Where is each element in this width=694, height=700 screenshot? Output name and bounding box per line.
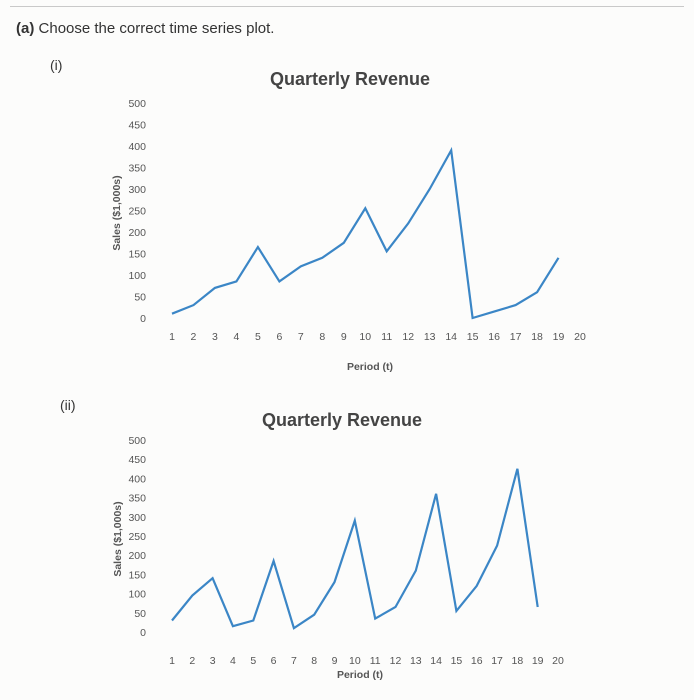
x-tick-label: 18 bbox=[531, 331, 543, 343]
y-tick-labels: 0 50 100 150 200 250 300 350 400 450 500 bbox=[128, 98, 146, 325]
x-tick-label: 8 bbox=[311, 655, 317, 667]
x-tick-label: 13 bbox=[424, 331, 436, 343]
y-tick-label: 300 bbox=[128, 512, 146, 524]
y-tick-label: 400 bbox=[128, 473, 146, 485]
question-text: (a) Choose the correct time series plot. bbox=[16, 20, 274, 37]
x-tick-label: 9 bbox=[332, 655, 338, 667]
x-tick-label: 14 bbox=[430, 655, 442, 667]
option-ii-label[interactable]: (ii) bbox=[60, 397, 76, 413]
x-tick-label: 16 bbox=[471, 655, 483, 667]
x-tick-label: 11 bbox=[370, 655, 381, 667]
top-divider bbox=[10, 0, 684, 7]
y-tick-label: 350 bbox=[128, 163, 146, 175]
x-tick-label: 2 bbox=[189, 655, 195, 667]
x-tick-label: 5 bbox=[255, 331, 261, 343]
x-tick-label: 3 bbox=[212, 331, 218, 343]
x-axis-label: Period (t) bbox=[347, 361, 393, 373]
x-tick-label: 2 bbox=[191, 331, 197, 343]
x-tick-label: 4 bbox=[230, 655, 236, 667]
x-tick-label: 1 bbox=[169, 655, 175, 667]
x-tick-label: 12 bbox=[390, 655, 402, 667]
y-tick-label: 450 bbox=[128, 454, 146, 466]
x-tick-label: 16 bbox=[488, 331, 500, 343]
y-tick-label: 300 bbox=[128, 184, 146, 196]
y-tick-label: 0 bbox=[140, 627, 146, 639]
y-tick-label: 100 bbox=[128, 270, 146, 282]
question-part-label: (a) bbox=[16, 20, 35, 37]
y-tick-label: 50 bbox=[134, 292, 146, 304]
x-tick-label: 5 bbox=[250, 655, 256, 667]
x-tick-label: 17 bbox=[510, 331, 522, 343]
y-tick-label: 250 bbox=[128, 206, 146, 218]
series-line bbox=[171, 468, 539, 630]
y-tick-label: 0 bbox=[140, 313, 146, 325]
x-tick-label: 1 bbox=[169, 331, 175, 343]
x-tick-labels: 1 2 3 4 5 6 7 8 9 10 11 12 13 14 15 16 17 18 19 20 bbox=[169, 331, 586, 343]
y-tick-label: 500 bbox=[128, 98, 146, 110]
x-tick-label: 13 bbox=[410, 655, 422, 667]
x-tick-label: 4 bbox=[233, 331, 239, 343]
y-tick-label: 200 bbox=[128, 550, 146, 562]
y-axis-label: Sales ($1,000s) bbox=[112, 501, 124, 576]
x-tick-label: 18 bbox=[512, 655, 524, 667]
y-tick-labels: 0 50 100 150 200 250 300 350 400 450 500 bbox=[128, 435, 146, 639]
x-tick-label: 15 bbox=[467, 331, 479, 343]
y-tick-label: 150 bbox=[128, 249, 146, 261]
x-tick-label: 14 bbox=[445, 331, 457, 343]
x-axis-label: Period (t) bbox=[337, 669, 383, 681]
x-tick-label: 3 bbox=[210, 655, 216, 667]
y-tick-label: 450 bbox=[128, 120, 146, 132]
x-tick-label: 7 bbox=[291, 655, 297, 667]
y-tick-label: 50 bbox=[134, 608, 146, 620]
x-tick-label: 15 bbox=[451, 655, 463, 667]
question-prompt: Choose the correct time series plot. bbox=[38, 20, 275, 37]
x-tick-label: 11 bbox=[381, 331, 392, 343]
y-axis-label: Sales ($1,000s) bbox=[111, 175, 123, 250]
x-tick-label: 10 bbox=[349, 655, 361, 667]
x-tick-label: 7 bbox=[298, 331, 304, 343]
chart-title: Quarterly Revenue bbox=[262, 410, 422, 430]
x-tick-label: 12 bbox=[402, 331, 414, 343]
y-tick-label: 400 bbox=[128, 141, 146, 153]
x-tick-label: 20 bbox=[574, 331, 586, 343]
x-tick-label: 6 bbox=[276, 331, 282, 343]
y-tick-label: 350 bbox=[128, 493, 146, 505]
series-group bbox=[171, 146, 560, 320]
x-tick-label: 19 bbox=[532, 655, 544, 667]
y-tick-label: 200 bbox=[128, 227, 146, 239]
x-tick-label: 10 bbox=[359, 331, 371, 343]
x-tick-label: 20 bbox=[552, 655, 564, 667]
x-tick-label: 17 bbox=[491, 655, 503, 667]
x-tick-label: 6 bbox=[271, 655, 277, 667]
x-tick-label: 19 bbox=[553, 331, 565, 343]
y-tick-label: 500 bbox=[128, 435, 146, 447]
x-tick-label: 9 bbox=[341, 331, 347, 343]
y-tick-label: 100 bbox=[128, 589, 146, 601]
series-group bbox=[171, 468, 539, 630]
chart-title: Quarterly Revenue bbox=[270, 69, 430, 89]
y-tick-label: 150 bbox=[128, 569, 146, 581]
x-tick-label: 8 bbox=[319, 331, 325, 343]
option-i-label[interactable]: (i) bbox=[50, 57, 63, 73]
y-tick-label: 250 bbox=[128, 531, 146, 543]
x-tick-labels: 1 2 3 4 5 6 7 8 9 10 11 12 13 14 15 16 17 18 19 20 bbox=[169, 655, 564, 667]
